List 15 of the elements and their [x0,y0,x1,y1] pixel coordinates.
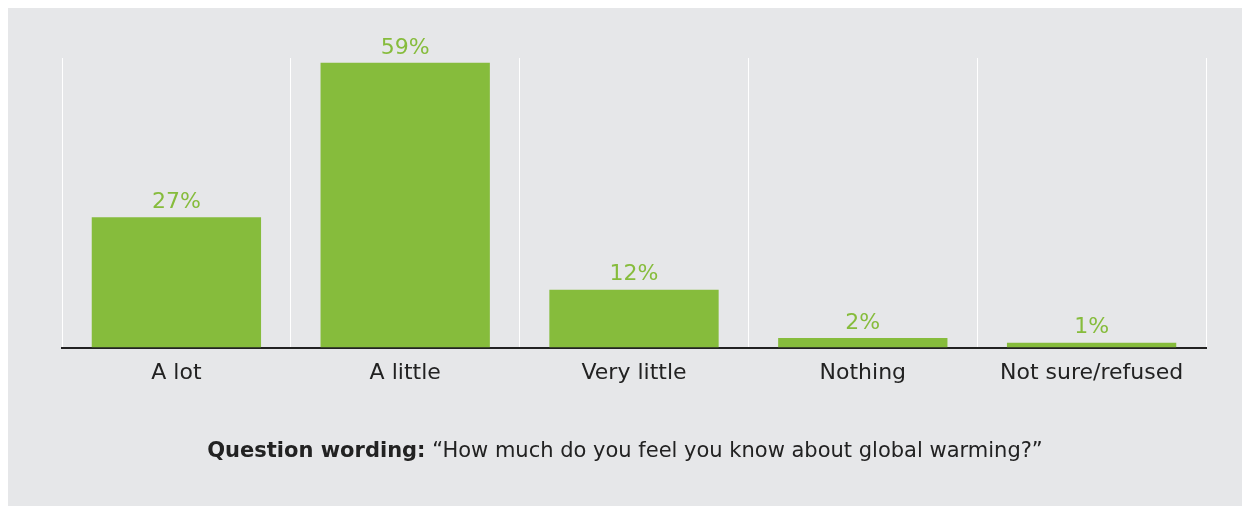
x-tick-label: Very little [581,358,687,384]
data-label: 27% [151,188,201,213]
x-tick-label: A little [369,358,441,384]
bar [778,337,948,348]
x-tick-label: A lot [151,358,202,384]
data-label: 2% [845,308,881,334]
bar [549,289,719,348]
bar [320,62,490,348]
data-label: 12% [609,260,659,286]
x-tick-label: Not sure/refused [1000,358,1184,384]
data-label: 1% [1074,313,1110,339]
bar [91,217,262,348]
x-tick-label: Nothing [819,358,907,384]
text: Question wording: “How much do you feel you know about global warming?” [206,438,1044,462]
data-label: 59% [380,33,430,59]
